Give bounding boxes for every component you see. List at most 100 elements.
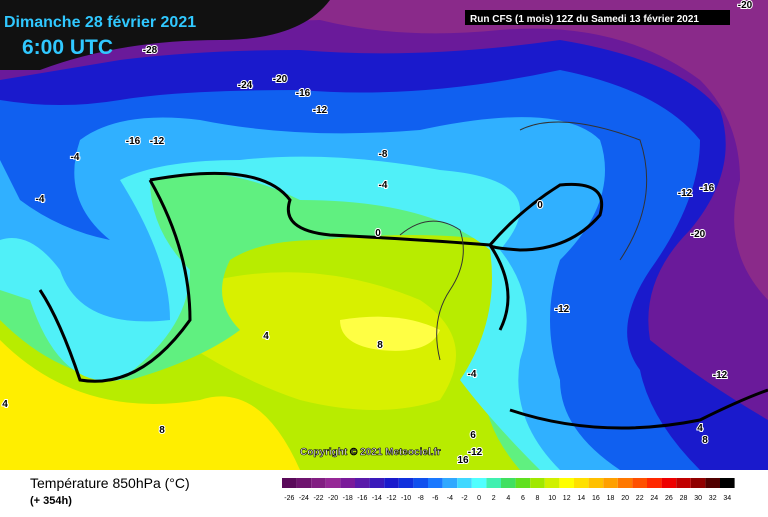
map-date: Dimanche 28 février 2021 [4,14,196,31]
colorbar-swatch [457,478,472,488]
colorbar-label: -26 [284,495,294,502]
colorbar-swatch [530,478,545,488]
contour-label: 4 [2,399,8,410]
contour-label: -24 [238,80,253,91]
colorbar-swatch [355,478,370,488]
colorbar-label: 0 [477,495,481,502]
contour-label: 16 [457,455,469,466]
colorbar-swatch [515,478,531,488]
colorbar-label: 30 [694,495,702,502]
colorbar-label: -24 [299,495,309,502]
colorbar-label: 16 [592,495,600,502]
run-info: Run CFS (1 mois) 12Z du Samedi 13 févrie… [470,14,699,25]
colorbar-label: 20 [621,495,629,502]
footer-lead: (+ 354h) [30,495,72,507]
colorbar-label: 2 [492,495,496,502]
contour-label: -4 [379,180,388,191]
colorbar-swatch [486,478,501,488]
colorbar-swatch [676,478,691,488]
colorbar-label: -22 [313,495,323,502]
colorbar-swatch [413,478,428,488]
colorbar: -26 -24 -22 -20 -18 -16 -14 -12 -10 -8 -6 -4 -2 0 2 4 6 8… [282,478,735,502]
colorbar-label: -2 [461,495,467,502]
colorbar-label: 4 [506,495,510,502]
contour-label: -12 [150,136,165,147]
colorbar-swatch [647,478,662,488]
colorbar-label: -4 [447,495,453,502]
colorbar-swatch [325,478,341,488]
contour-label: 4 [263,331,269,342]
colorbar-label: 8 [536,495,540,502]
colorbar-label: 18 [607,495,615,502]
footer [0,470,768,512]
colorbar-label: -8 [418,495,424,502]
colorbar-swatch [501,478,516,488]
colorbar-label: 12 [563,495,571,502]
contour-label: 0 [537,200,543,211]
contour-label: -28 [143,45,158,56]
colorbar-swatch [296,478,312,488]
contour-label: -16 [700,183,715,194]
colorbar-swatch [369,478,385,488]
colorbar-label: 22 [636,495,644,502]
contour-label: -4 [468,369,477,380]
contour-label: -12 [678,188,693,199]
colorbar-swatch [311,478,326,488]
colorbar-swatch [282,478,297,488]
contour-label: -12 [555,304,570,315]
copyright: Copyright © 2021 Meteociel.fr [300,447,441,458]
contour-label: -12 [313,105,328,116]
contour-label: -4 [36,194,45,205]
colorbar-label: -20 [328,495,338,502]
colorbar-swatch [720,478,735,488]
colorbar-swatch [705,478,720,488]
colorbar-swatch [690,478,706,488]
contour-label: -12 [468,447,483,458]
colorbar-label: -12 [386,495,396,502]
colorbar-label: 26 [665,495,673,502]
contour-label: 6 [470,430,476,441]
colorbar-label: 34 [723,495,731,502]
colorbar-swatch [384,478,399,488]
colorbar-swatch [588,478,604,488]
colorbar-label: -6 [432,495,438,502]
colorbar-label: 10 [548,495,556,502]
temperature-field [0,0,768,470]
contour-label: 0 [375,228,381,239]
contour-label: 8 [377,340,383,351]
contour-label: 4 [697,423,703,434]
colorbar-swatch [442,478,458,488]
contour-label: -16 [296,88,311,99]
colorbar-label: 28 [680,495,688,502]
colorbar-swatch [559,478,574,488]
colorbar-swatch [574,478,589,488]
contour-labels: -20-28-24-20-16-12-16 -12-4 -8-4-400-12 -16… [1,0,753,467]
colorbar-swatch [398,478,414,488]
contour-label: -16 [126,136,141,147]
colorbar-swatch [544,478,560,488]
colorbar-label: 24 [650,495,658,502]
colorbar-label: -14 [372,495,382,502]
colorbar-label: -18 [343,495,353,502]
contour-label: 8 [702,435,708,446]
colorbar-swatch [471,478,487,488]
colorbar-label: 14 [577,495,585,502]
colorbar-label: 6 [521,495,525,502]
colorbar-label: -10 [401,495,411,502]
contour-label: -20 [691,229,706,240]
colorbar-swatch [603,478,618,488]
contour-label: -12 [713,370,728,381]
contour-label: -8 [379,149,388,160]
colorbar-swatch [632,478,647,488]
contour-label: -20 [273,74,288,85]
colorbar-label: 32 [709,495,717,502]
colorbar-label: -16 [357,495,367,502]
run-box [465,10,730,25]
contour-label: -4 [71,152,80,163]
colorbar-swatch [617,478,633,488]
map-time: 6:00 UTC [22,36,113,59]
contour-label: -20 [738,0,753,11]
colorbar-swatch [661,478,677,488]
